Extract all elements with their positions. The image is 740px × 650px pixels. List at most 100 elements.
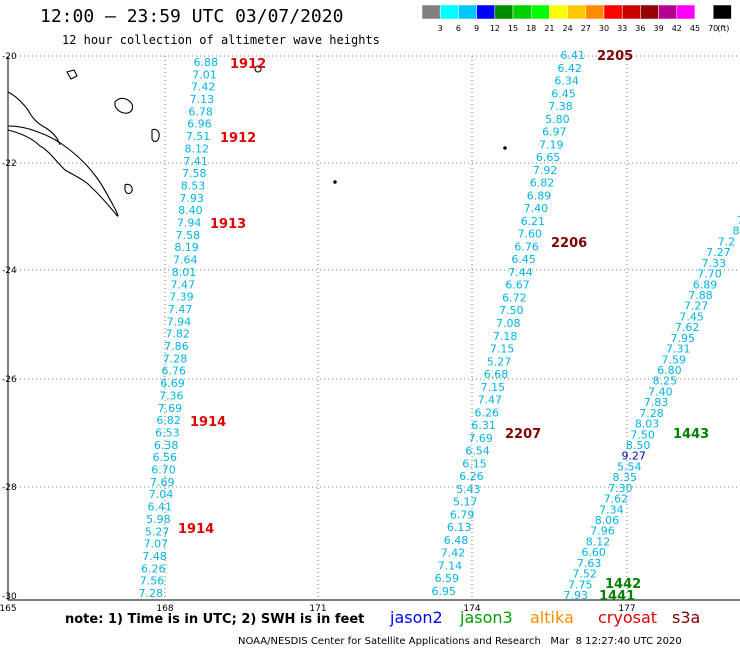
swh-value: 7 <box>737 214 740 227</box>
swh-value: 7.64 <box>173 254 198 267</box>
swh-value: 8.50 <box>626 439 651 452</box>
swh-value: 6.97 <box>542 126 567 139</box>
swh-value: 6.82 <box>156 414 181 427</box>
swh-value: 7.28 <box>163 352 188 365</box>
swh-value: 5.17 <box>453 496 478 509</box>
coastline-island-4 <box>124 183 133 195</box>
colorbar-swatch <box>603 4 623 20</box>
y-tick-label: -22 <box>2 159 17 169</box>
y-tick-label: -28 <box>2 483 17 493</box>
colorbar-swatch <box>676 4 696 20</box>
swh-value: 5.27 <box>487 355 512 368</box>
swh-value: 5.27 <box>145 525 170 538</box>
swh-value: 6.38 <box>154 439 179 452</box>
swh-value: 6.26 <box>459 470 484 483</box>
swh-value: 7.44 <box>508 266 533 279</box>
swh-value: 6.68 <box>484 368 509 381</box>
axis-ticks: 165 168 171 174 177 -20 -22 -24 -26 -28 -30 <box>0 52 636 614</box>
swh-value: 7.47 <box>170 278 195 291</box>
swh-value: 5.43 <box>456 483 481 496</box>
time-label: 1912 <box>230 57 266 72</box>
swh-value: 7.62 <box>675 321 700 334</box>
swh-value: 7.34 <box>599 503 624 516</box>
colorbar-swatch <box>439 4 459 20</box>
time-labels: 1912 1912 1913 1914 1914 2205 2206 2207 1443 1442… <box>178 49 709 604</box>
swh-value: 7.36 <box>159 389 184 402</box>
coastline <box>7 65 507 217</box>
colorbar-swatch <box>621 4 641 20</box>
swh-value: 6.60 <box>581 546 606 559</box>
swh-value: 6.89 <box>527 189 552 202</box>
legend-altika: altika <box>530 608 574 627</box>
swh-value: 7.33 <box>702 257 727 270</box>
swh-value: 7.69 <box>150 476 175 489</box>
colorbar-label: 70 <box>708 24 718 33</box>
colorbar-swatch <box>512 4 532 20</box>
swh-value: 7.60 <box>518 228 543 241</box>
swh-value: 6.96 <box>187 118 212 131</box>
y-tick-label: -20 <box>2 52 17 62</box>
colorbar-swatch <box>494 4 514 20</box>
colorbar-label: 18 <box>526 24 536 33</box>
swh-value: 5.54 <box>617 460 642 473</box>
time-label: 1914 <box>190 415 226 430</box>
chart-title: 12:00 — 23:59 UTC 03/07/2020 <box>40 6 344 27</box>
swh-value: 6.34 <box>554 75 579 88</box>
swh-value: 7.38 <box>548 100 573 113</box>
swh-value: 7.50 <box>630 428 655 441</box>
swh-value: 7.58 <box>182 167 207 180</box>
swh-value: 7.88 <box>688 289 713 302</box>
swh-value: 7.70 <box>697 268 722 281</box>
swh-value: 6.88 <box>194 56 219 69</box>
swh-value: 7.15 <box>481 381 506 394</box>
swh-value: 7.62 <box>604 493 629 506</box>
swh-value: 7.94 <box>167 315 192 328</box>
colorbar-swatch <box>712 4 732 20</box>
time-label: 2207 <box>505 427 541 442</box>
legend-cryosat: cryosat <box>598 608 658 627</box>
swh-value: 7.93 <box>564 589 589 602</box>
swh-value: 6.54 <box>465 445 490 458</box>
swh-value: 7.04 <box>149 488 174 501</box>
swh-value: 8.12 <box>586 535 611 548</box>
swh-value: 7.2 <box>718 235 736 248</box>
colorbar-label: 24 <box>563 24 573 33</box>
swh-value: 6.82 <box>530 177 555 190</box>
swh-value: 7.58 <box>176 229 201 242</box>
swh-value: 5.98 <box>146 513 171 526</box>
swh-value: 6.78 <box>188 105 213 118</box>
colorbar-label: 15 <box>508 24 518 33</box>
colorbar-label: 42 <box>672 24 682 33</box>
swh-value: 7.83 <box>644 396 669 409</box>
swh-value: 6.59 <box>435 572 460 585</box>
colorbar-swatch <box>658 4 678 20</box>
swh-value: 7.52 <box>572 568 597 581</box>
swh-value: 7.94 <box>177 217 202 230</box>
swh-value: 7.51 <box>186 130 211 143</box>
swh-value: 7.13 <box>190 93 215 106</box>
swh-value: 6.76 <box>514 240 539 253</box>
swh-value: 7.39 <box>169 291 194 304</box>
swh-value: 6.95 <box>432 585 457 598</box>
swh-value: 7.69 <box>468 432 493 445</box>
swh-value: 6.41 <box>561 49 586 62</box>
swh-value: 6.41 <box>147 501 172 514</box>
footnote: note: 1) Time is in UTC; 2) SWH is in fe… <box>65 612 365 627</box>
swh-value: 6.80 <box>657 364 682 377</box>
x-tick-label: 171 <box>309 604 326 614</box>
swh-value: 7.07 <box>144 538 169 551</box>
colorbar-swatch <box>421 4 441 20</box>
swh-value: 6.21 <box>521 215 546 228</box>
colorbar-swatch <box>585 4 605 20</box>
swh-value: 7.14 <box>438 559 463 572</box>
swh-value: 6.31 <box>471 419 496 432</box>
swh-value: 8.40 <box>178 204 203 217</box>
colorbar-label: 27 <box>581 24 591 33</box>
swh-value: 7.50 <box>499 304 524 317</box>
y-tick-label: -26 <box>2 375 17 385</box>
colorbar-swatch <box>549 4 568 20</box>
swh-value: 5.80 <box>545 113 570 126</box>
swh-value: 6.26 <box>475 406 500 419</box>
swh-value: 6.89 <box>693 278 718 291</box>
